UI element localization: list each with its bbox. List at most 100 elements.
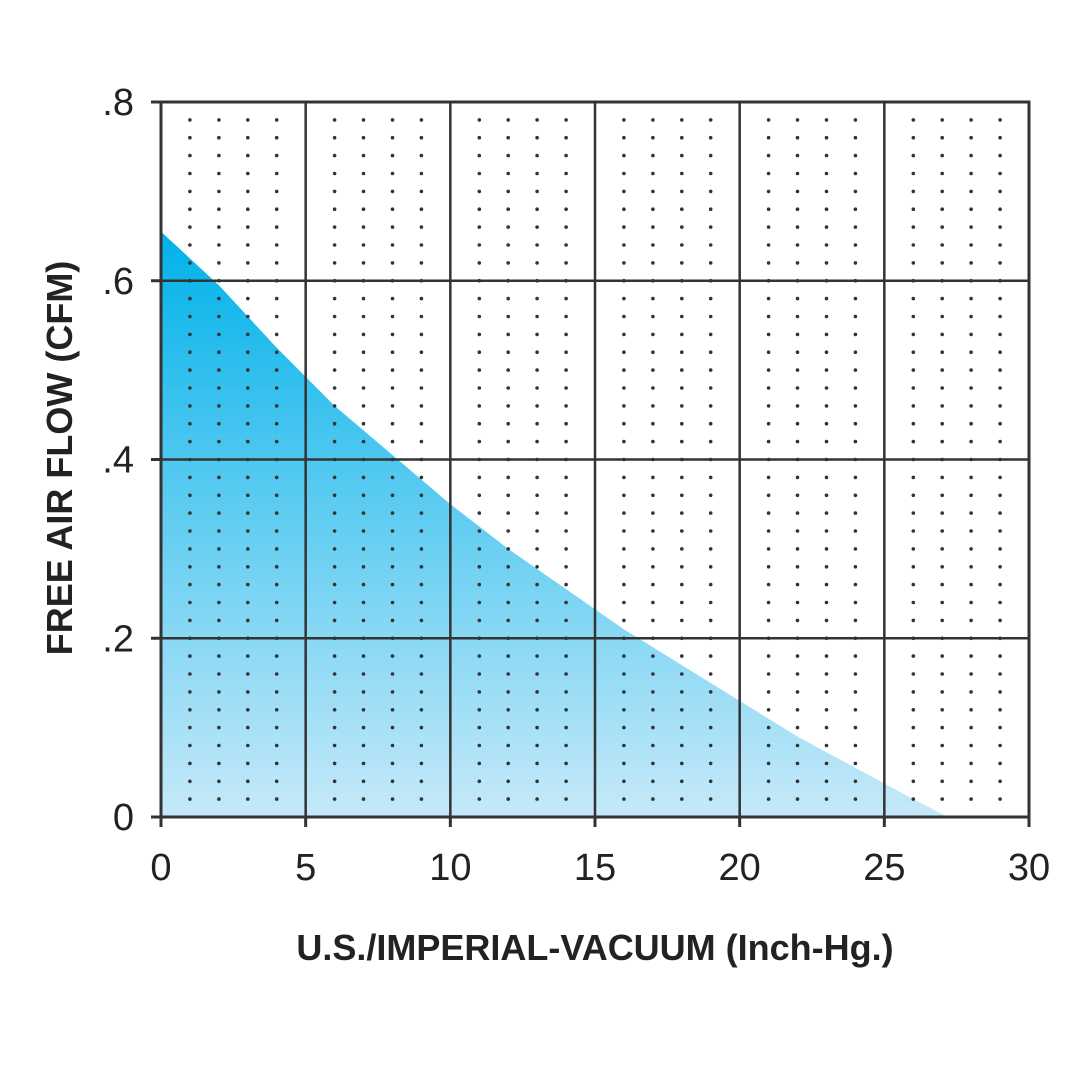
grid-dot: [766, 672, 771, 676]
grid-dot: [766, 118, 771, 122]
grid-dot: [188, 421, 192, 426]
grid-dot: [477, 296, 482, 301]
grid-dot: [969, 332, 973, 337]
grid-dot: [564, 600, 568, 605]
grid-dot: [911, 296, 916, 301]
grid-dot: [246, 332, 250, 337]
grid-dot: [853, 475, 858, 480]
grid-dot: [708, 350, 713, 355]
grid-dot: [361, 743, 366, 748]
grid-dot: [506, 547, 511, 551]
grid-dot: [998, 547, 1002, 551]
grid-dot: [824, 135, 829, 140]
grid-dot: [766, 475, 771, 480]
grid-dot: [246, 797, 250, 801]
grid-dot: [651, 153, 655, 158]
grid-dot: [477, 475, 482, 480]
grid-dot: [680, 404, 684, 408]
grid-dot: [535, 332, 539, 337]
grid-dot: [188, 225, 192, 229]
grid-dot: [622, 243, 626, 247]
grid-dot: [477, 350, 482, 355]
grid-dot: [477, 582, 482, 587]
grid-dot: [274, 761, 279, 766]
grid-dot: [824, 386, 829, 390]
grid-dot: [477, 225, 482, 229]
grid-dot: [795, 135, 800, 140]
grid-dot: [708, 672, 713, 676]
grid-dot: [824, 797, 829, 801]
y-tick-label: .8: [102, 82, 134, 124]
grid-dot: [419, 779, 424, 784]
grid-dot: [217, 654, 221, 658]
grid-dot: [274, 261, 279, 265]
grid-dot: [477, 243, 482, 247]
grid-dot: [853, 439, 858, 444]
grid-dot: [332, 261, 337, 265]
grid-dot: [911, 654, 916, 658]
grid-dot: [506, 153, 511, 158]
grid-dot: [188, 350, 192, 355]
grid-dot: [477, 153, 482, 158]
grid-dot: [477, 493, 482, 498]
grid-dot: [274, 618, 279, 623]
grid-dot: [766, 600, 771, 605]
grid-dot: [853, 118, 858, 122]
grid-dot: [766, 207, 771, 211]
grid-dot: [708, 404, 713, 408]
grid-dot: [217, 672, 221, 676]
grid-dot: [824, 672, 829, 676]
grid-dot: [824, 153, 829, 158]
grid-dot: [361, 582, 366, 587]
grid-dot: [246, 475, 250, 480]
grid-dot: [795, 475, 800, 480]
grid-dot: [940, 153, 944, 158]
y-axis-title: FREE AIR FLOW (CFM): [39, 261, 80, 656]
grid-dot: [998, 725, 1002, 730]
grid-dot: [969, 368, 973, 372]
grid-dot: [361, 565, 366, 569]
grid-dot: [824, 565, 829, 569]
grid-dot: [622, 189, 626, 194]
grid-dot: [332, 672, 337, 676]
grid-dot: [998, 243, 1002, 247]
grid-dot: [477, 779, 482, 784]
grid-dot: [535, 296, 539, 301]
grid-dot: [390, 171, 395, 176]
grid-dot: [390, 421, 395, 426]
grid-dot: [766, 779, 771, 784]
grid-dot: [940, 225, 944, 229]
grid-dot: [969, 207, 973, 211]
grid-dot: [795, 207, 800, 211]
grid-dot: [622, 761, 626, 766]
x-tick-label: 10: [429, 847, 471, 889]
grid-dot: [419, 153, 424, 158]
grid-dot: [622, 350, 626, 355]
grid-dot: [535, 368, 539, 372]
grid-dot: [188, 690, 192, 694]
grid-dot: [911, 189, 916, 194]
grid-dot: [506, 314, 511, 319]
grid-dot: [853, 743, 858, 748]
grid-dot: [246, 171, 250, 176]
grid-dot: [651, 690, 655, 694]
grid-dot: [651, 314, 655, 319]
grid-dot: [506, 743, 511, 748]
grid-dot: [680, 118, 684, 122]
grid-dot: [651, 725, 655, 730]
grid-dot: [998, 529, 1002, 533]
grid-dot: [390, 189, 395, 194]
grid-dot: [188, 565, 192, 569]
grid-dot: [217, 314, 221, 319]
grid-dot: [708, 708, 713, 712]
grid-dot: [390, 690, 395, 694]
grid-dot: [188, 529, 192, 533]
grid-dot: [824, 296, 829, 301]
grid-dot: [824, 404, 829, 408]
grid-dot: [940, 189, 944, 194]
grid-dot: [390, 386, 395, 390]
grid-dot: [824, 225, 829, 229]
grid-dot: [217, 118, 221, 122]
grid-dot: [940, 565, 944, 569]
grid-dot: [332, 368, 337, 372]
